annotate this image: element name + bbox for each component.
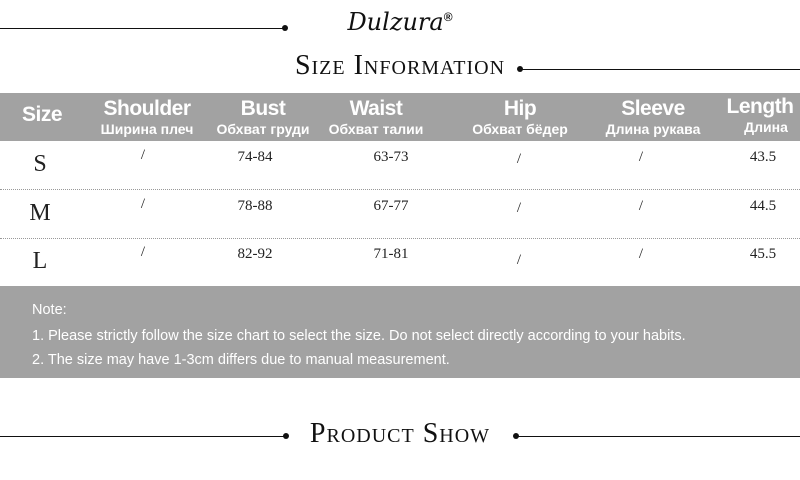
divider-dot bbox=[282, 25, 288, 31]
notes-panel: Note: 1. Please strictly follow the size… bbox=[0, 286, 800, 378]
table-cell: / bbox=[140, 195, 146, 212]
column-header: Hip Обхват бёдер bbox=[472, 93, 568, 145]
header-en: Sleeve bbox=[621, 97, 685, 120]
table-cell: 44.5 bbox=[749, 197, 777, 214]
header-en: Length bbox=[726, 95, 794, 118]
table-cell: / bbox=[638, 246, 644, 262]
size-label: M bbox=[29, 199, 51, 226]
divider-dot bbox=[517, 66, 523, 72]
notes-label: Note: bbox=[32, 302, 67, 318]
table-cell: / bbox=[638, 149, 644, 165]
note-item: 2. The size may have 1-3cm differs due t… bbox=[32, 352, 450, 368]
header-en: Bust bbox=[240, 97, 286, 120]
table-cell: / bbox=[638, 197, 644, 214]
table-cell: 82-92 bbox=[237, 246, 273, 262]
table-cell: 67-77 bbox=[373, 197, 409, 214]
column-header: Sleeve Длина рукава bbox=[606, 93, 701, 145]
product-show-title: Product Show bbox=[309, 418, 491, 449]
header-ru: Обхват груди bbox=[216, 121, 310, 137]
header-ru: Обхват талии bbox=[328, 121, 424, 137]
table-header bbox=[0, 93, 800, 141]
table-cell: 74-84 bbox=[237, 149, 273, 165]
table-cell: 43.5 bbox=[749, 149, 777, 165]
divider-line bbox=[517, 436, 800, 437]
divider-line bbox=[0, 436, 285, 437]
column-header: Bust Обхват груди bbox=[216, 93, 309, 145]
table-cell: 63-73 bbox=[373, 149, 409, 165]
header-ru: Длина рукава bbox=[605, 121, 701, 137]
header-en: Waist bbox=[349, 97, 403, 120]
divider-line bbox=[0, 28, 284, 29]
header-ru: Обхват бёдер bbox=[472, 121, 568, 137]
divider-dot bbox=[513, 433, 519, 439]
table-cell: / bbox=[140, 147, 146, 163]
size-label: S bbox=[33, 151, 47, 177]
header-ru: Ширина плеч bbox=[100, 121, 194, 137]
column-header: Shoulder Ширина плеч bbox=[101, 93, 194, 145]
table-row: L / 82-92 71-81 / / 45.5 bbox=[0, 238, 800, 286]
table-cell: / bbox=[516, 252, 522, 268]
table-cell: / bbox=[516, 199, 522, 216]
header-en: Hip bbox=[503, 97, 537, 120]
table-cell: 78-88 bbox=[237, 197, 273, 214]
table-cell: 45.5 bbox=[749, 246, 777, 262]
header-en: Shoulder bbox=[103, 97, 191, 120]
row-divider bbox=[0, 189, 800, 190]
size-label: L bbox=[32, 248, 48, 274]
table-cell: / bbox=[516, 151, 522, 167]
row-divider bbox=[0, 237, 800, 239]
table-cell: / bbox=[140, 244, 146, 260]
table-row: M / 78-88 67-77 / / 44.5 bbox=[0, 190, 800, 238]
divider-line bbox=[521, 69, 800, 70]
header-ru: Длина bbox=[744, 119, 788, 135]
column-header: Size bbox=[21, 93, 63, 151]
table-cell: 71-81 bbox=[373, 246, 409, 262]
table-row: S / 74-84 63-73 / / 43.5 bbox=[0, 141, 800, 189]
divider-dot bbox=[283, 433, 289, 439]
column-header: Waist Обхват талии bbox=[329, 93, 424, 145]
section-title: Size Information bbox=[294, 50, 506, 81]
brand-logo: Dulzura® bbox=[347, 8, 453, 36]
header-en: Size bbox=[21, 103, 63, 126]
note-item: 1. Please strictly follow the size chart… bbox=[32, 328, 686, 344]
column-header: Length Длина bbox=[727, 93, 794, 143]
